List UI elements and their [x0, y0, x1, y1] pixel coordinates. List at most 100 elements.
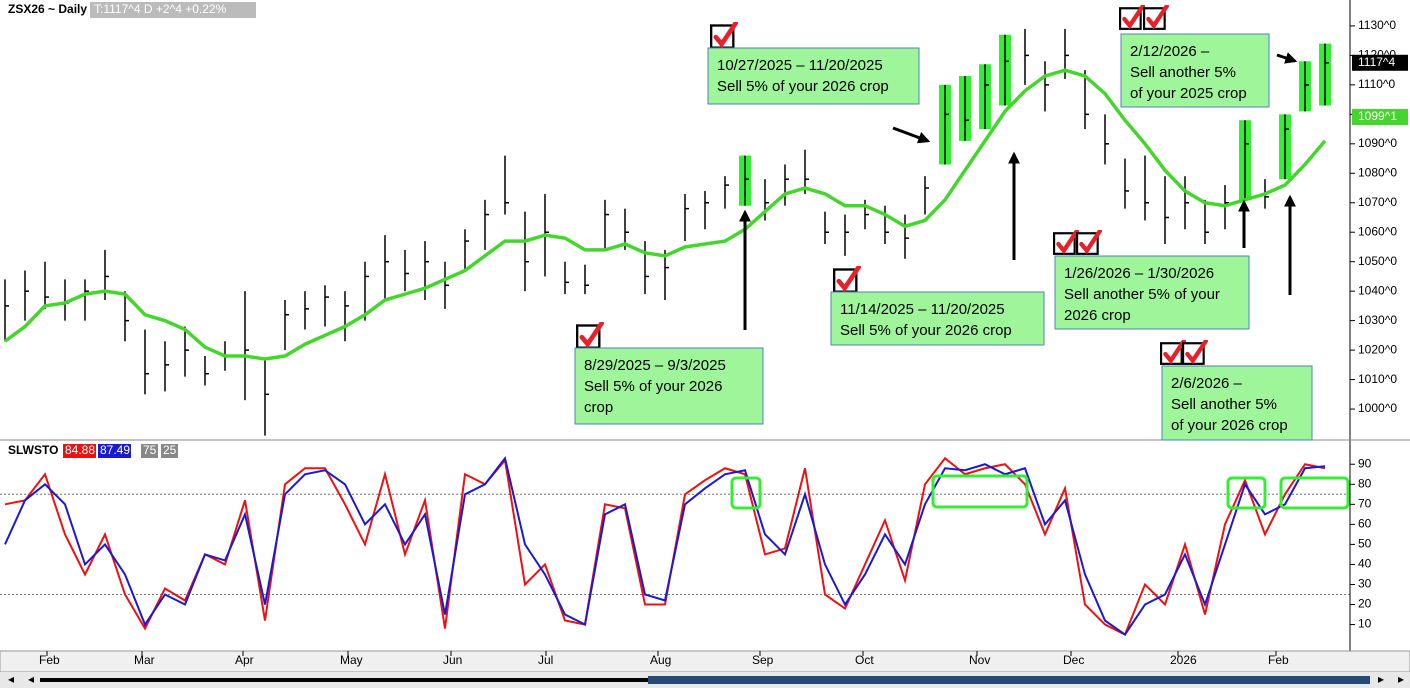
scroll-right[interactable]: ▸ — [1398, 672, 1404, 686]
annotation-text: 8/29/2025 – 9/3/2025 — [584, 357, 726, 374]
y-tick-label: 1050^0 — [1358, 254, 1397, 268]
checkmark — [1183, 341, 1206, 364]
annotations: 10/27/2025 – 11/20/2025 Sell 5% of your 2… — [574, 33, 1313, 441]
annotation-text: 2/12/2026 – — [1130, 43, 1210, 60]
annotation-text: 1/26/2026 – 1/30/2026 — [1064, 265, 1214, 282]
y-tick-label: 60 — [1358, 517, 1372, 531]
y-tick-label: 1040^0 — [1358, 283, 1397, 297]
annotation-text: of your 2026 crop — [1171, 417, 1288, 434]
y-tick-label: 70 — [1358, 496, 1372, 510]
plot-area — [0, 28, 1350, 636]
annotation-text: 11/14/2025 – 11/20/2025 — [840, 301, 1005, 318]
checkmark — [1077, 231, 1100, 254]
y-tick-label: 30 — [1358, 577, 1372, 591]
x-tick-label: Mar — [134, 653, 155, 667]
x-tick-label: Feb — [1268, 653, 1289, 667]
x-tick-label: Dec — [1063, 653, 1084, 667]
stoch-header: SLWSTO 84.88 87.49 75 25 — [8, 443, 178, 458]
annotation-text: Sell 5% of your 2026 crop — [840, 322, 1012, 339]
annotation-box — [707, 47, 920, 105]
y-tick-label: 1000^0 — [1358, 401, 1397, 415]
annotation-text: Sell another 5% of your — [1064, 286, 1220, 303]
y-tick-label: 80 — [1358, 476, 1372, 490]
arrow — [892, 126, 931, 144]
stoch-highlights — [730, 474, 1350, 510]
y-tick-label: 1080^0 — [1358, 165, 1397, 179]
annotation-box — [1054, 255, 1250, 330]
y-tick-label: 1060^0 — [1358, 224, 1397, 238]
axis-panel — [1350, 0, 1410, 651]
annotation-box — [830, 291, 1045, 346]
price-header: ZSX26 ~ Daily T:1117^4 D +2^4 +0.22% — [8, 2, 256, 18]
y-tick-label: 1010^0 — [1358, 372, 1397, 386]
checkmark — [577, 323, 602, 348]
y-tick-label: 40 — [1358, 557, 1372, 571]
y-tick-label: 20 — [1358, 597, 1372, 611]
y-tick-label: 10 — [1358, 617, 1372, 631]
indicator-title: SLWSTO — [8, 443, 58, 457]
y-tick-label: 1090^0 — [1358, 136, 1397, 150]
annotation-text: Sell another 5% — [1171, 396, 1277, 413]
subtitle-box — [90, 2, 256, 18]
y-tick-label: 50 — [1358, 537, 1372, 551]
y-tick-label: 1130^0 — [1358, 18, 1396, 32]
x-tick-label: Oct — [855, 653, 874, 667]
y-tick-label: 1020^0 — [1358, 342, 1397, 356]
stoch-line — [4, 455, 1326, 636]
stoch-line — [4, 456, 1326, 636]
checkmark — [834, 267, 859, 292]
checkmark — [1120, 6, 1143, 29]
x-tick-label: Sep — [752, 653, 774, 667]
scroll-left[interactable]: ◂ — [28, 672, 34, 686]
moving-average — [3, 68, 1327, 361]
x-tick-label: Apr — [235, 653, 254, 667]
annotation-text: 10/27/2025 – 11/20/2025 — [717, 57, 883, 74]
checkmark — [1161, 341, 1184, 364]
scroll-right[interactable]: ▸ — [1378, 672, 1384, 686]
chart-title: ZSX26 ~ Daily — [8, 2, 87, 16]
annotation-text: crop — [584, 399, 613, 416]
annotation-box — [574, 347, 764, 425]
ma-label: 1099^1 — [1358, 109, 1397, 123]
x-tick-label: Feb — [39, 653, 60, 667]
annotation-text: 2/6/2026 – — [1171, 375, 1243, 392]
scroll-left[interactable]: ◂ — [8, 672, 14, 686]
checkmark — [1144, 6, 1167, 29]
y-tick-label: 1030^0 — [1358, 313, 1397, 327]
y-tick-label: 1070^0 — [1358, 195, 1397, 209]
price-label: 1117^4 — [1358, 55, 1396, 69]
x-tick-label: Aug — [650, 653, 671, 667]
legend-box — [63, 444, 96, 458]
annotation-box — [1120, 33, 1270, 108]
y-tick-label: 1110^0 — [1358, 77, 1396, 91]
annotation-text: 2026 crop — [1064, 307, 1131, 324]
chart-subtitle: T:1117^4 D +2^4 +0.22% — [94, 2, 227, 16]
highlight-box — [931, 474, 1029, 509]
annotation-text: Sell 5% of your 2026 crop — [717, 78, 889, 95]
scrollbar-thumb[interactable] — [648, 676, 1370, 684]
legend-value: 84.88 — [65, 443, 95, 457]
x-tick-label: Jul — [538, 653, 553, 667]
x-tick-label: May — [340, 653, 363, 667]
arrow — [1276, 52, 1298, 64]
checkmark — [1054, 231, 1077, 254]
highlight-box — [1226, 476, 1267, 510]
checkmark — [711, 23, 736, 47]
scrollbar-track — [40, 678, 648, 682]
highlight-box — [1279, 476, 1350, 510]
ma-label-box — [1352, 108, 1408, 125]
legend-value: 87.49 — [100, 443, 130, 457]
level-box — [141, 444, 158, 458]
price-label-box — [1352, 54, 1408, 71]
level-label: 25 — [163, 443, 177, 457]
arrows — [739, 52, 1298, 330]
time-axis — [0, 650, 1410, 673]
y-tick-label: 90 — [1358, 456, 1372, 470]
level-label: 75 — [143, 443, 157, 457]
annotation-text: Sell 5% of your 2026 — [584, 378, 722, 395]
x-tick-label: 2026 — [1170, 653, 1197, 667]
x-tick-label: Jun — [443, 653, 462, 667]
annotation-box — [1161, 365, 1313, 441]
highlight-box — [730, 476, 762, 510]
